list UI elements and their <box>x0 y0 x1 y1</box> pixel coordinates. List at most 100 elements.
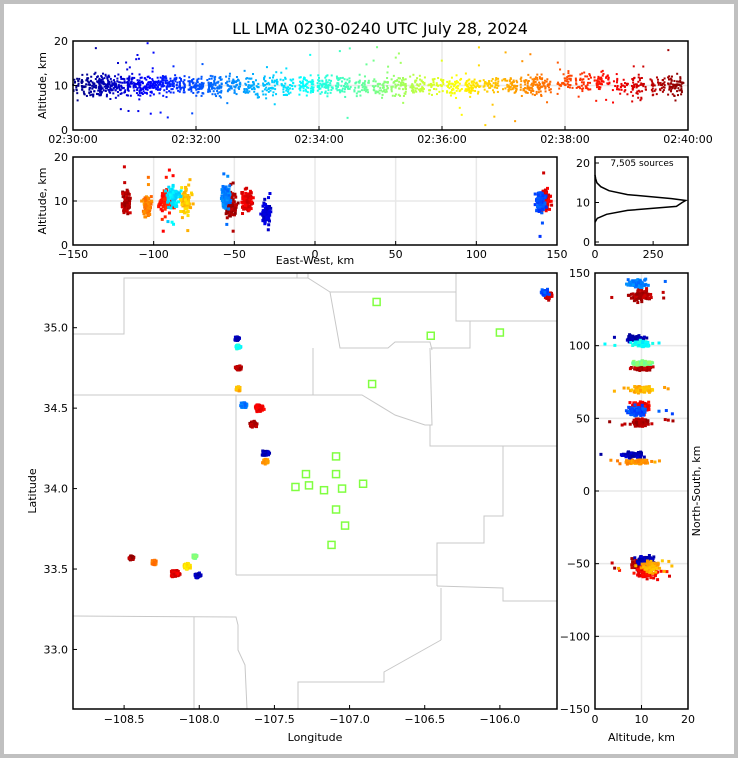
source-point <box>319 92 322 95</box>
source-point <box>327 89 330 92</box>
source-point <box>637 411 641 415</box>
source-point <box>458 82 461 85</box>
source-point <box>569 79 572 82</box>
source-point <box>446 90 449 93</box>
source-point <box>402 94 405 97</box>
station-marker <box>495 328 505 337</box>
x-tick-label: 02:36:00 <box>417 133 466 146</box>
source-point <box>631 404 635 408</box>
source-point <box>183 83 186 86</box>
source-point <box>320 83 323 86</box>
source-point <box>378 92 381 95</box>
source-point <box>492 82 495 85</box>
y-axis-label: Altitude, km <box>36 52 49 119</box>
source-point <box>602 72 605 75</box>
source-point <box>262 202 266 206</box>
source-point <box>146 211 150 215</box>
source-point <box>129 554 133 558</box>
source-point <box>643 407 647 411</box>
source-point <box>273 84 276 87</box>
source-point <box>497 77 500 80</box>
source-point <box>565 80 568 83</box>
county-boundary <box>436 585 557 602</box>
source-point <box>622 84 625 87</box>
source-point <box>634 279 638 283</box>
source-point <box>98 90 101 93</box>
source-point <box>143 196 147 200</box>
source-point <box>441 90 444 93</box>
source-point <box>515 85 518 88</box>
source-point <box>75 89 78 92</box>
source-point <box>129 94 132 97</box>
source-point <box>647 400 651 404</box>
source-point <box>558 87 561 90</box>
source-point <box>639 389 643 393</box>
source-point <box>515 88 518 91</box>
source-point <box>538 234 542 238</box>
source-point <box>160 85 163 88</box>
source-point <box>188 202 192 206</box>
source-point <box>338 50 341 53</box>
source-point <box>228 214 232 218</box>
source-point <box>119 92 122 95</box>
source-point <box>419 78 422 81</box>
source-point <box>359 94 362 97</box>
source-point <box>496 90 499 93</box>
source-point <box>399 77 402 80</box>
source-point <box>390 85 393 88</box>
source-point <box>99 87 102 90</box>
source-point <box>670 82 673 85</box>
source-point <box>98 82 101 85</box>
source-point <box>644 289 648 293</box>
source-point <box>151 79 154 82</box>
source-point <box>184 189 188 193</box>
source-point <box>507 84 510 87</box>
source-point <box>630 91 633 94</box>
source-point <box>161 75 164 78</box>
source-point <box>261 90 264 93</box>
source-point <box>171 174 175 178</box>
source-point <box>638 367 642 371</box>
source-point <box>149 195 153 199</box>
source-point <box>282 88 285 91</box>
source-point <box>536 78 539 81</box>
source-point <box>111 82 114 85</box>
source-point <box>185 206 189 210</box>
source-point <box>198 83 201 86</box>
source-point <box>404 82 407 85</box>
source-point <box>409 86 412 89</box>
source-point <box>77 84 80 87</box>
source-point <box>179 209 183 213</box>
source-point <box>179 77 182 80</box>
source-point <box>628 333 632 337</box>
source-point <box>102 81 105 84</box>
source-point <box>279 78 282 81</box>
source-point <box>348 81 351 84</box>
source-point <box>597 80 600 83</box>
source-point <box>660 87 663 90</box>
source-point <box>387 65 390 68</box>
source-point <box>284 93 287 96</box>
source-point <box>225 75 228 78</box>
source-point <box>168 191 172 195</box>
y-tick-label: 34.0 <box>44 483 69 496</box>
source-point <box>566 76 569 79</box>
source-point <box>147 200 151 204</box>
source-point <box>540 93 543 96</box>
source-point <box>106 77 109 80</box>
source-point <box>172 85 175 88</box>
source-point <box>343 90 346 93</box>
source-point <box>512 85 515 88</box>
source-point <box>532 90 535 93</box>
source-point <box>122 165 126 169</box>
source-point <box>235 83 238 86</box>
source-point <box>511 84 514 87</box>
source-point <box>676 94 679 97</box>
source-point <box>535 90 538 93</box>
source-point <box>548 83 551 86</box>
source-point <box>197 90 200 93</box>
source-point <box>346 85 349 88</box>
source-point <box>126 199 130 203</box>
source-point <box>137 94 140 97</box>
source-point <box>483 82 486 85</box>
